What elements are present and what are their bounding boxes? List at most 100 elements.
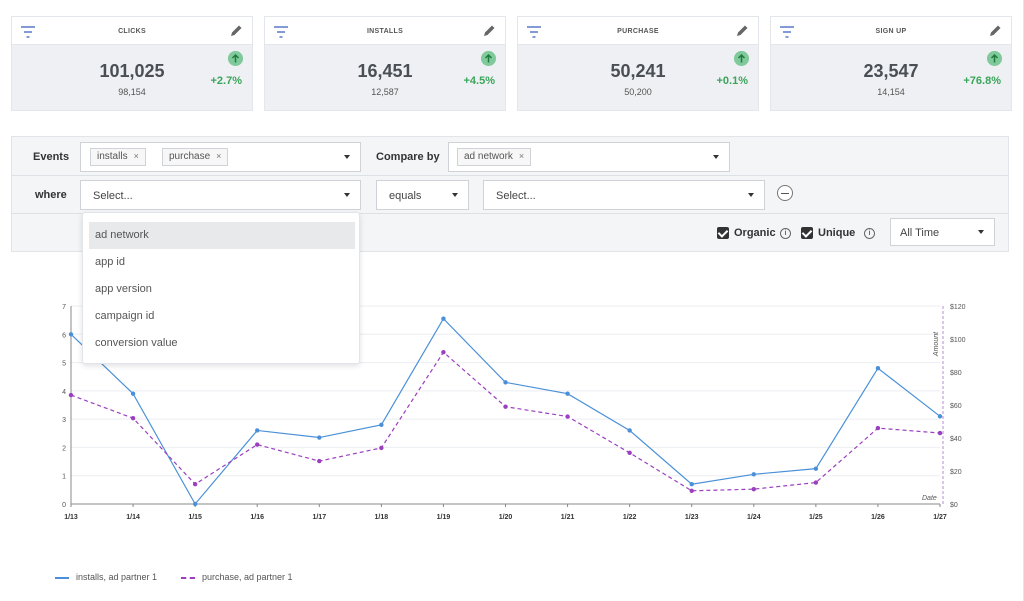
kpi-change: +0.1% bbox=[716, 75, 749, 87]
y-tick-label-left: 4 bbox=[62, 389, 66, 396]
kpi-card-header: PURCHASE bbox=[518, 17, 758, 45]
tag-remove-icon[interactable]: × bbox=[133, 151, 139, 161]
chevron-down-icon bbox=[344, 193, 350, 197]
time-range-value: All Time bbox=[900, 227, 940, 239]
menu-item-app-version[interactable]: app version bbox=[95, 283, 152, 295]
x-tick-label: 1/22 bbox=[623, 514, 637, 521]
y-tick-label-left: 6 bbox=[62, 332, 66, 339]
y-tick-label-right: $100 bbox=[950, 337, 966, 344]
kpi-change: +76.8% bbox=[963, 75, 1001, 87]
pencil-icon[interactable] bbox=[989, 24, 1002, 37]
data-point bbox=[503, 404, 508, 409]
organic-label: Organic bbox=[734, 227, 776, 239]
data-point bbox=[192, 501, 198, 507]
x-tick-label: 1/27 bbox=[933, 514, 947, 521]
tag-remove-icon[interactable]: × bbox=[518, 151, 525, 161]
kpi-card[interactable]: SIGN UP 23,547 14,154 +76.8% bbox=[770, 16, 1012, 111]
where-dropdown-menu: ad network app id app version campaign i… bbox=[82, 212, 360, 364]
x-tick-label: 1/18 bbox=[375, 514, 389, 521]
x-tick-label: 1/26 bbox=[871, 514, 885, 521]
legend-installs[interactable]: installs, ad partner 1 bbox=[76, 572, 158, 582]
y-tick-label-right: $40 bbox=[950, 436, 962, 443]
where-label: where bbox=[35, 189, 67, 201]
kpi-value: 50,241 bbox=[610, 61, 666, 81]
y-tick-label-left: 2 bbox=[62, 445, 66, 452]
data-point bbox=[192, 482, 198, 487]
value-select[interactable]: Select... bbox=[483, 180, 765, 210]
kpi-title: CLICKS bbox=[118, 28, 146, 35]
time-range-select[interactable]: All Time bbox=[890, 218, 995, 246]
row-divider bbox=[11, 175, 1009, 176]
remove-filter-icon[interactable] bbox=[777, 185, 793, 201]
data-point bbox=[379, 445, 384, 451]
kpi-title: PURCHASE bbox=[617, 28, 659, 35]
kpi-title: INSTALLS bbox=[366, 28, 404, 35]
y-tick-label-right: $120 bbox=[950, 304, 966, 311]
menu-item-app-id[interactable]: app id bbox=[95, 256, 125, 268]
chevron-down-icon bbox=[452, 193, 458, 197]
kpi-change: +2.7% bbox=[210, 75, 243, 87]
x-tick-label: 1/13 bbox=[64, 514, 78, 521]
series-line bbox=[70, 351, 941, 492]
data-point bbox=[813, 466, 819, 471]
filter-icon[interactable] bbox=[527, 26, 541, 38]
info-icon[interactable]: i bbox=[864, 228, 875, 239]
data-point bbox=[68, 392, 74, 398]
filter-icon[interactable] bbox=[21, 26, 35, 38]
filter-icon[interactable] bbox=[780, 26, 794, 38]
menu-item-conversion-value[interactable]: conversion value bbox=[95, 337, 178, 349]
x-tick-label: 1/15 bbox=[188, 514, 202, 521]
info-icon[interactable]: i bbox=[780, 228, 791, 239]
events-select[interactable]: installs × purchase × bbox=[80, 142, 361, 172]
tag-remove-icon[interactable]: × bbox=[216, 151, 222, 161]
data-point bbox=[317, 458, 322, 464]
kpi-title: SIGN UP bbox=[875, 28, 907, 35]
y-tick-label-right: $60 bbox=[950, 403, 962, 410]
operator-select[interactable]: equals bbox=[376, 180, 469, 210]
data-point bbox=[565, 414, 570, 419]
arrow-up-icon bbox=[228, 51, 243, 66]
compare-by-select[interactable]: ad network × bbox=[448, 142, 730, 172]
kpi-value: 23,547 bbox=[863, 61, 919, 81]
kpi-previous-value: 14,154 bbox=[877, 87, 905, 97]
x-axis-label: Date bbox=[922, 495, 937, 502]
legend-swatch-purchase bbox=[181, 577, 195, 579]
y-tick-label-left: 5 bbox=[62, 361, 66, 368]
where-select[interactable]: Select... bbox=[80, 180, 361, 210]
row-divider bbox=[11, 213, 1009, 214]
y-tick-label-left: 0 bbox=[62, 502, 66, 509]
event-tag-installs[interactable]: installs × bbox=[90, 148, 146, 166]
event-tag-purchase[interactable]: purchase × bbox=[162, 148, 229, 166]
data-point bbox=[751, 486, 756, 492]
kpi-value: 16,451 bbox=[357, 61, 413, 81]
data-point bbox=[255, 428, 260, 433]
kpi-card-header: CLICKS bbox=[12, 17, 252, 45]
legend-purchase[interactable]: purchase, ad partner 1 bbox=[202, 572, 293, 582]
kpi-card[interactable]: CLICKS 101,025 98,154 +2.7% bbox=[11, 16, 253, 111]
menu-item-ad-network[interactable]: ad network bbox=[89, 222, 355, 249]
pencil-icon[interactable] bbox=[483, 24, 496, 37]
y-tick-label-left: 3 bbox=[62, 417, 66, 424]
kpi-card[interactable]: INSTALLS 16,451 12,587 +4.5% bbox=[264, 16, 506, 111]
pencil-icon[interactable] bbox=[230, 24, 243, 37]
kpi-card-header: INSTALLS bbox=[265, 17, 505, 45]
organic-checkbox[interactable] bbox=[717, 227, 729, 239]
compare-tag-ad-network[interactable]: ad network × bbox=[457, 148, 532, 166]
data-point bbox=[689, 488, 694, 493]
data-point bbox=[813, 480, 819, 485]
filter-icon[interactable] bbox=[274, 26, 288, 38]
pencil-icon[interactable] bbox=[736, 24, 749, 37]
y-tick-label-right: $0 bbox=[950, 502, 958, 509]
data-point bbox=[130, 391, 136, 396]
arrow-up-icon bbox=[734, 51, 749, 66]
menu-item-campaign-id[interactable]: campaign id bbox=[95, 310, 155, 322]
data-point bbox=[503, 380, 508, 385]
kpi-previous-value: 12,587 bbox=[371, 87, 399, 97]
events-label: Events bbox=[33, 151, 70, 163]
kpi-card[interactable]: PURCHASE 50,241 50,200 +0.1% bbox=[517, 16, 759, 111]
operator-value: equals bbox=[389, 190, 422, 202]
unique-checkbox[interactable] bbox=[801, 227, 813, 239]
data-point bbox=[565, 391, 570, 396]
data-point bbox=[689, 482, 694, 487]
unique-label: Unique bbox=[818, 227, 856, 239]
